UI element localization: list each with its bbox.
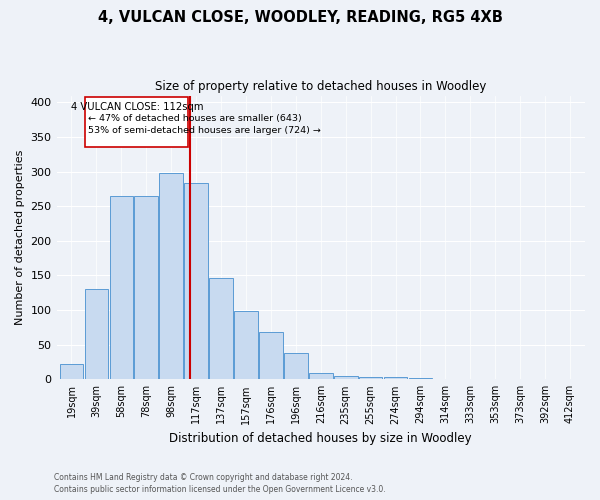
Text: 53% of semi-detached houses are larger (724) →: 53% of semi-detached houses are larger (… xyxy=(88,126,320,135)
Bar xyxy=(59,364,83,380)
Text: Contains HM Land Registry data © Crown copyright and database right 2024.: Contains HM Land Registry data © Crown c… xyxy=(54,472,353,482)
Bar xyxy=(160,173,183,380)
Text: Contains public sector information licensed under the Open Government Licence v3: Contains public sector information licen… xyxy=(54,485,386,494)
Bar xyxy=(409,378,433,380)
Bar xyxy=(384,376,407,380)
Bar xyxy=(110,196,133,380)
Bar xyxy=(234,312,258,380)
Bar xyxy=(184,183,208,380)
Text: 4 VULCAN CLOSE: 112sqm: 4 VULCAN CLOSE: 112sqm xyxy=(71,102,203,113)
Bar xyxy=(458,378,482,380)
Title: Size of property relative to detached houses in Woodley: Size of property relative to detached ho… xyxy=(155,80,487,93)
Bar xyxy=(259,332,283,380)
Text: ← 47% of detached houses are smaller (643): ← 47% of detached houses are smaller (64… xyxy=(88,114,301,123)
Bar xyxy=(134,196,158,380)
Bar xyxy=(209,278,233,380)
Bar xyxy=(359,376,382,380)
Bar xyxy=(434,378,457,380)
FancyBboxPatch shape xyxy=(85,97,188,148)
Bar xyxy=(284,353,308,380)
Y-axis label: Number of detached properties: Number of detached properties xyxy=(15,150,25,325)
Text: 4, VULCAN CLOSE, WOODLEY, READING, RG5 4XB: 4, VULCAN CLOSE, WOODLEY, READING, RG5 4… xyxy=(98,10,502,25)
X-axis label: Distribution of detached houses by size in Woodley: Distribution of detached houses by size … xyxy=(169,432,472,445)
Bar xyxy=(309,373,332,380)
Bar xyxy=(484,378,507,380)
Bar xyxy=(85,290,108,380)
Bar xyxy=(334,376,358,380)
